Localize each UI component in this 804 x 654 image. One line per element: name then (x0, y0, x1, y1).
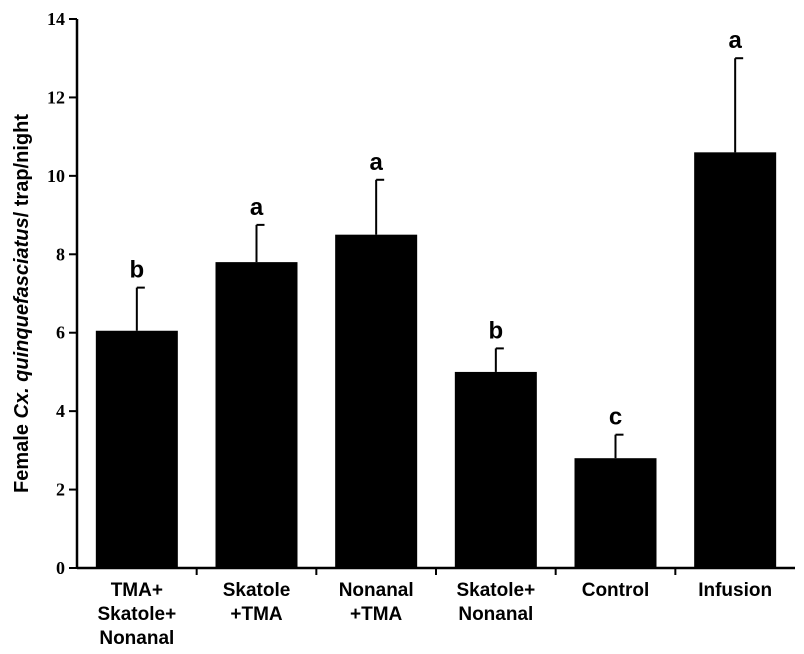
error-bars (135, 57, 744, 459)
x-category-label: Skatole +TMA (223, 580, 291, 625)
x-category-label: Infusion (698, 580, 772, 601)
category-labels: TMA+ Skatole+ Nonanal Skatole +TMA Nonanal +TM… (97, 580, 772, 649)
y-tick-label: 2 (56, 480, 65, 500)
bar (454, 371, 537, 568)
x-category-label: Control (582, 580, 650, 601)
y-tick-label: 0 (56, 558, 65, 578)
x-category-label: Nonanal +TMA (339, 580, 414, 625)
y-tick-label: 14 (47, 9, 65, 29)
x-category-label: TMA+ Skatole+ Nonanal (97, 580, 176, 649)
bar (574, 458, 657, 568)
y-tick-label: 8 (56, 244, 65, 264)
y-ticks: 0 2 4 6 8 10 12 14 (47, 9, 677, 578)
y-axis-label: Female Cx. quinquefasciatus/ trap/night (11, 114, 33, 493)
significance-letter: c (609, 404, 622, 431)
significance-letter: b (129, 257, 144, 284)
bars (95, 152, 777, 569)
bar (694, 152, 777, 569)
axes (75, 19, 795, 570)
bar (215, 262, 298, 568)
y-tick-label: 12 (47, 87, 65, 107)
significance-letter: b (488, 317, 503, 344)
significance-letter: a (728, 27, 742, 54)
y-tick-label: 6 (56, 323, 65, 343)
y-tick-label: 4 (56, 401, 65, 421)
x-category-label: Skatole+ Nonanal (456, 580, 535, 625)
significance-letters: b a a b c a (129, 27, 742, 430)
significance-letter: a (369, 149, 383, 176)
bar (95, 330, 178, 568)
significance-letter: a (250, 194, 264, 221)
y-tick-label: 10 (47, 166, 65, 186)
bar (335, 234, 418, 568)
